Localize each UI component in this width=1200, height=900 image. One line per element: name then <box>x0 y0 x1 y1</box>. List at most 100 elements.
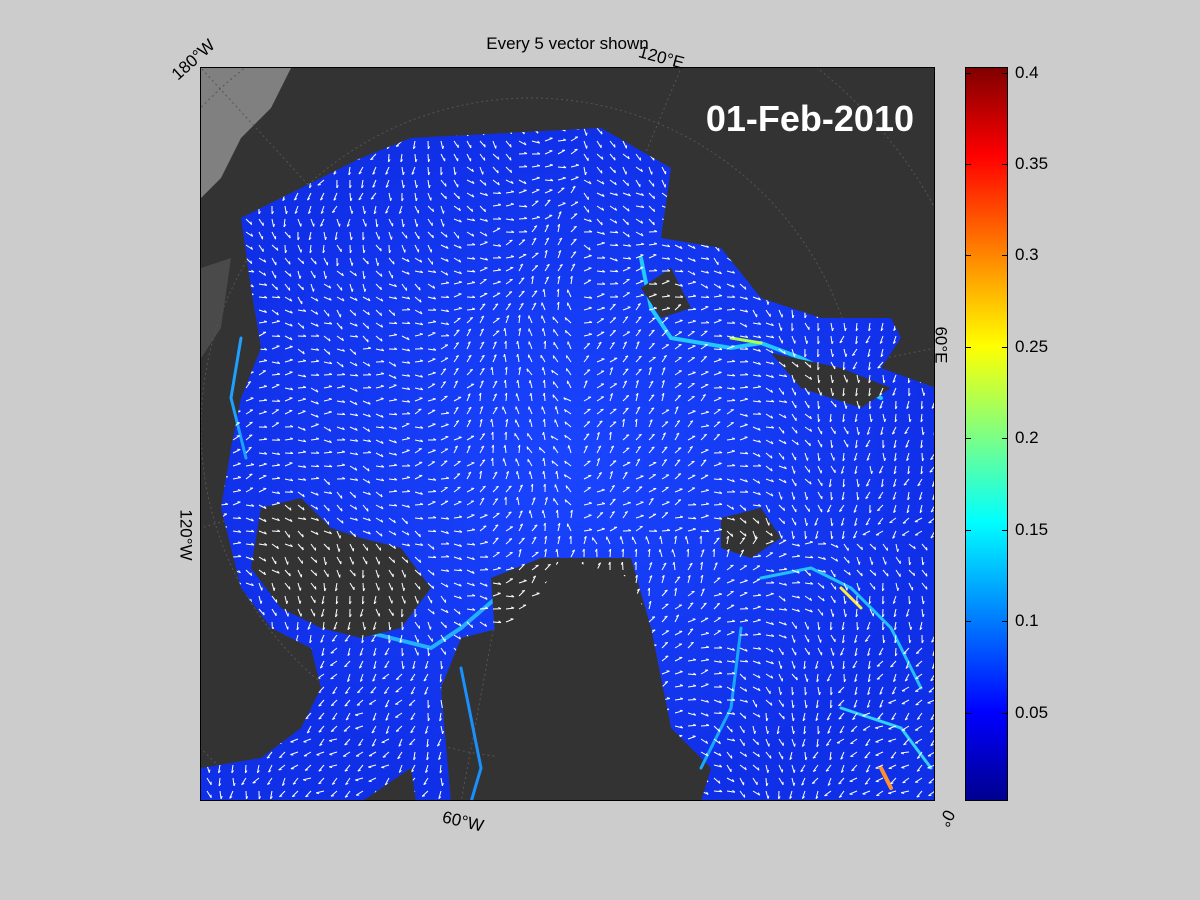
vector-arrow <box>414 218 418 227</box>
vector-arrowhead <box>797 554 801 557</box>
vector-arrowhead <box>892 497 896 500</box>
vector-arrowhead <box>315 261 317 265</box>
vector-arrow <box>453 569 463 572</box>
vector-arrow <box>752 491 761 496</box>
vector-arrow <box>388 464 398 467</box>
vector-arrow <box>310 491 319 496</box>
vector-arrowhead <box>653 306 657 309</box>
vector-arrow <box>466 406 472 415</box>
vector-arrow <box>596 458 601 467</box>
vector-arrow <box>297 257 304 265</box>
vector-arrowhead <box>454 171 457 176</box>
vector-arrow <box>661 244 670 248</box>
vector-arrowhead <box>480 328 484 332</box>
vector-arrow <box>440 192 447 200</box>
vector-arrow <box>854 413 858 422</box>
vector-arrowhead <box>706 270 710 274</box>
vector-arrowhead <box>693 516 697 520</box>
vector-arrow <box>518 303 524 311</box>
vector-arrowhead <box>602 193 605 197</box>
vector-arrow <box>739 436 748 441</box>
map-canvas <box>201 68 934 800</box>
vector-arrow <box>349 322 358 327</box>
vector-arrowhead <box>504 340 507 344</box>
vector-arrowhead <box>521 537 525 540</box>
vector-arrowhead <box>922 458 925 462</box>
vector-arrow <box>271 345 280 350</box>
vector-arrowhead <box>351 288 354 292</box>
vector-arrowhead <box>718 294 723 297</box>
vector-arrow <box>817 504 823 513</box>
vector-arrow <box>921 595 924 604</box>
vector-arrow <box>804 491 808 500</box>
vector-arrowhead <box>328 397 332 400</box>
vector-arrow <box>349 452 358 456</box>
vector-arrow <box>492 227 501 233</box>
vector-arrow <box>739 309 748 313</box>
vector-arrow <box>336 504 343 512</box>
vector-arrow <box>739 580 748 584</box>
vector-arrow <box>791 335 796 344</box>
vector-arrow <box>661 166 667 175</box>
vector-arrow <box>931 400 934 409</box>
vector-arrowhead <box>882 614 885 618</box>
vector-arrow <box>358 192 364 201</box>
vector-arrowhead <box>503 353 506 358</box>
vector-arrow <box>635 192 644 196</box>
vector-arrow <box>596 231 605 235</box>
vector-arrowhead <box>858 587 861 591</box>
vector-arrowhead <box>653 242 658 245</box>
vector-arrow <box>362 491 371 496</box>
vector-arrow <box>336 491 343 499</box>
vector-arrow <box>375 608 380 617</box>
vector-arrowhead <box>714 562 718 565</box>
vector-arrowhead <box>884 457 886 461</box>
vector-arrow <box>804 621 809 630</box>
vector-arrowhead <box>757 480 761 484</box>
vector-arrowhead <box>510 202 514 205</box>
vector-arrowhead <box>878 496 882 500</box>
vector-arrowhead <box>405 235 408 239</box>
vector-arrow <box>648 446 655 454</box>
vector-arrow <box>739 398 748 402</box>
vector-arrow <box>713 371 722 376</box>
vector-arrow <box>349 400 358 406</box>
vector-arrow <box>877 517 884 525</box>
vector-arrow <box>752 335 761 339</box>
vector-arrow <box>375 373 384 376</box>
vector-arrow <box>527 458 533 467</box>
vector-arrow <box>245 421 253 428</box>
vector-arrowhead <box>498 582 502 585</box>
vector-arrowhead <box>446 258 449 262</box>
vector-arrowhead <box>680 269 684 273</box>
vector-arrow <box>843 556 850 564</box>
vector-arrowhead <box>932 484 934 487</box>
vector-arrowhead <box>732 295 736 298</box>
vector-arrow <box>297 530 304 538</box>
vector-arrowhead <box>516 379 519 384</box>
vector-arrowhead <box>892 536 896 539</box>
vector-arrow <box>852 361 858 370</box>
vector-arrow <box>555 406 559 415</box>
vector-arrow <box>284 595 288 604</box>
vector-arrowhead <box>393 532 397 536</box>
vector-arrowhead <box>932 497 934 501</box>
vector-arrow <box>349 491 356 499</box>
vector-arrow <box>739 530 747 537</box>
vector-arrowhead <box>260 600 263 604</box>
vector-arrowhead <box>601 241 605 244</box>
vector-arrow <box>570 549 576 558</box>
vector-arrowhead <box>806 496 809 500</box>
vector-arrow <box>830 374 833 383</box>
vector-arrow <box>453 621 462 627</box>
vector-arrow <box>865 491 871 499</box>
vector-arrowhead <box>331 639 336 642</box>
vector-arrowhead <box>919 510 923 514</box>
vector-arrow <box>388 517 396 524</box>
vector-arrow <box>648 329 655 337</box>
vector-arrow <box>765 491 774 497</box>
vector-arrowhead <box>913 545 916 550</box>
vector-arrowhead <box>665 317 669 319</box>
vector-arrowhead <box>716 537 720 540</box>
vector-arrow <box>297 398 306 402</box>
